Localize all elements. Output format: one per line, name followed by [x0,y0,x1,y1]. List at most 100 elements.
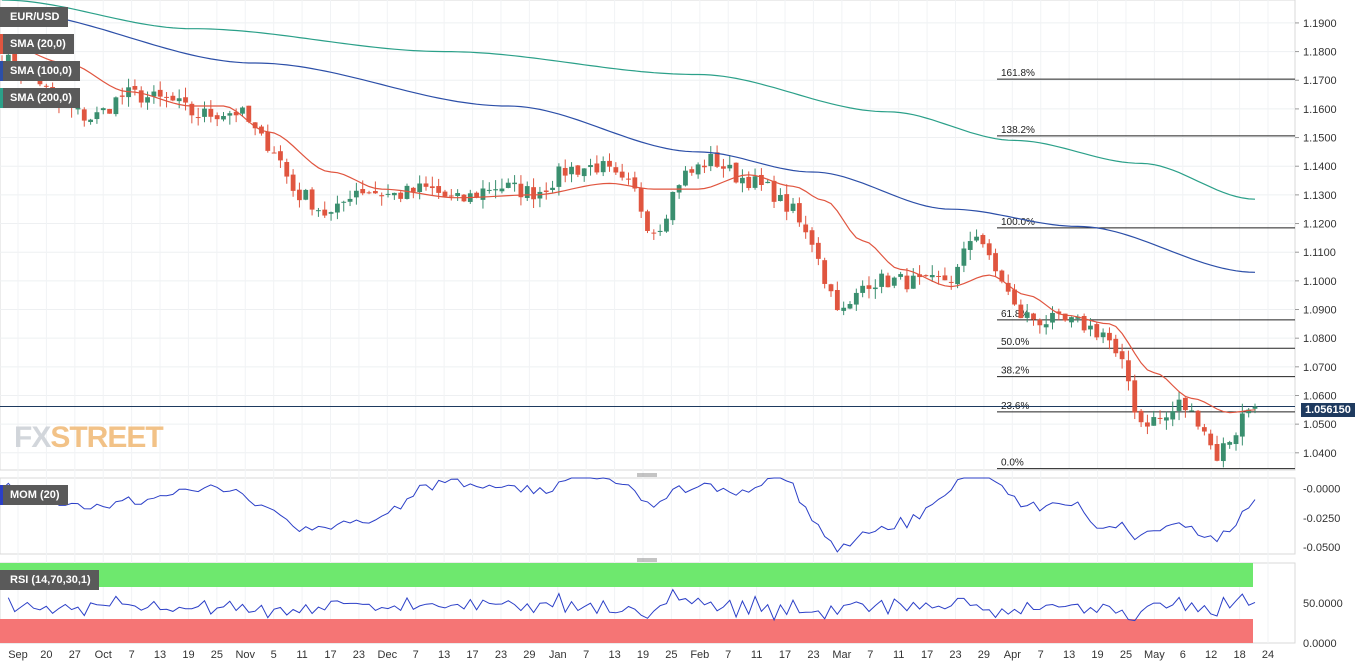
date-tick-label: 29 [978,649,990,661]
date-tick-label: 7 [413,649,419,661]
price-tick-label: 1.1600 [1303,104,1337,116]
candle-body [594,163,600,173]
candle-body [702,165,707,168]
price-tick-label: 1.0400 [1303,448,1337,460]
candle-body [297,189,302,201]
candle-body [1239,413,1245,437]
fib-label: 138.2% [1001,125,1035,136]
candle-body [524,186,530,198]
sma200-label[interactable]: SMA (200,0) [0,88,80,108]
candle-body [600,161,606,173]
last-price-tag: 1.056150 [1301,403,1355,417]
candle-body [88,119,93,123]
candle-body [151,91,157,97]
candle-body [240,107,245,114]
candle-body [569,166,574,175]
candle-body [638,188,644,212]
candle-body [81,109,87,121]
date-tick-label: 25 [665,649,677,661]
date-tick-label: Jan [549,649,567,661]
mom-label[interactable]: MOM (20) [0,485,68,505]
candle-body [100,108,106,111]
candle-body [1208,433,1214,446]
candle-body [891,277,897,286]
date-tick-label: 25 [211,649,223,661]
date-tick-label: 11 [296,649,307,661]
candle-body [1043,324,1049,328]
rsi-overbought-zone [0,563,1253,587]
date-tick-label: 12 [1205,649,1217,661]
candle-body [227,113,233,116]
candle-body [1132,380,1138,413]
candle-body [1201,427,1207,432]
candle-body [588,165,593,168]
rsi-label[interactable]: RSI (14,70,30,1) [0,570,99,590]
candle-body [1050,312,1055,323]
candle-body [1107,332,1112,341]
date-tick-label: 27 [69,649,81,661]
candle-body [955,266,960,285]
candle-body [993,253,998,272]
sma20-label[interactable]: SMA (20,0) [0,34,74,54]
candle-body [695,164,701,175]
candle-body [480,188,486,200]
candle-body [486,189,492,191]
date-tick-label: 7 [129,649,135,661]
candle-body [176,98,182,102]
candle-body [164,96,169,98]
candle-body [929,275,935,278]
candle-body [828,284,834,292]
date-tick-label: 7 [725,649,731,661]
candle-body [1069,317,1074,323]
price-tick-label: 1.0600 [1303,390,1337,402]
candle-body [904,275,910,290]
symbol-label[interactable]: EUR/USD [0,7,68,27]
candle-body [936,275,941,277]
candle-body [758,174,764,186]
candle-body [860,285,866,293]
candle-body [278,151,283,161]
candle-body [651,232,657,234]
mom-tick-label: -0.0500 [1303,542,1340,554]
candle-body [202,108,207,117]
date-tick-label: 13 [608,649,620,661]
candle-body [923,275,929,277]
candle-body [550,187,555,191]
candle-body [423,183,429,187]
sma100-label[interactable]: SMA (100,0) [0,61,80,81]
candle-body [5,54,11,67]
candle-body [1214,443,1220,461]
date-tick-label: Mar [832,649,851,661]
price-tick-label: 1.0800 [1303,333,1337,345]
candle-body [290,174,296,191]
rsi-tick-label: 50.0000 [1303,598,1343,610]
candle-body [221,115,226,120]
candle-body [879,273,885,287]
candle-body [910,275,916,289]
price-tick-label: 1.0500 [1303,419,1337,431]
candle-body [189,103,195,116]
price-tick-label: 1.1400 [1303,161,1337,173]
candle-body [145,97,150,103]
candle-body [1113,338,1119,354]
candle-body [1062,313,1068,321]
candle-body [214,115,220,120]
candle-body [512,182,517,185]
candle-body [784,194,790,212]
candle-body [1056,311,1062,314]
price-tick-label: 1.1700 [1303,75,1337,87]
candle-body [765,181,771,184]
candle-body [866,285,872,289]
candle-body [499,188,505,192]
candle-body [999,270,1005,282]
candle-body [613,167,619,173]
candle-body [170,95,176,101]
fib-label: 50.0% [1001,337,1029,348]
candle-body [1119,351,1125,360]
main-pane [0,0,1296,471]
candle-body [1151,417,1157,426]
candle-body [1100,332,1106,338]
candle-body [410,187,416,192]
candle-body [708,153,714,167]
